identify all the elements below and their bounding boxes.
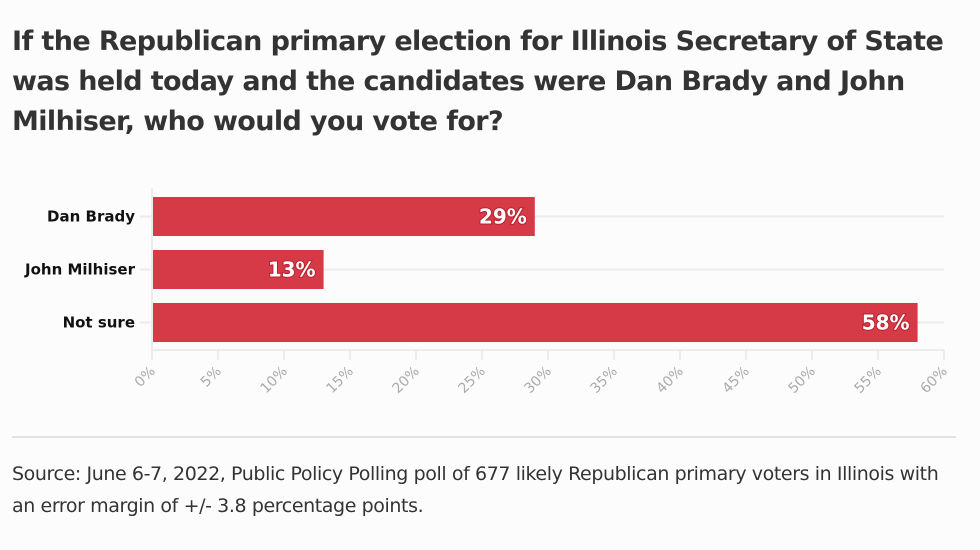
x-tick-label: 15%	[324, 364, 357, 397]
bar-dan-brady	[153, 197, 535, 236]
chart-title: If the Republican primary election for I…	[12, 26, 944, 137]
x-tick-label: 40%	[654, 364, 687, 397]
x-tick-label: 55%	[852, 364, 885, 397]
x-tick-label: 25%	[456, 364, 489, 397]
x-tick-label: 20%	[390, 364, 423, 397]
bar-chart: Dan Brady 29%John Milhiser 13%Not sure 58% …	[24, 188, 951, 397]
x-axis: 0% 5% 10% 15% 20% 25% 30% 35% 40% 45% 50% 55% 60%	[132, 349, 951, 397]
x-tick-label: 45%	[720, 364, 753, 397]
bars: Dan Brady 29% John Milhiser 13% Not sure 58%	[24, 197, 918, 342]
category-label: Not sure	[63, 314, 135, 332]
source-note: Source: June 6-7, 2022, Public Policy Po…	[12, 463, 939, 517]
x-tick-label: 35%	[588, 364, 621, 397]
category-label: Dan Brady	[47, 208, 135, 226]
category-label: John Milhiser	[24, 261, 136, 279]
x-tick-label: 60%	[918, 364, 951, 397]
x-tick-label: 0%	[132, 364, 159, 391]
x-tick-label: 30%	[522, 364, 555, 397]
footer-divider	[12, 436, 956, 438]
x-tick-label: 50%	[786, 364, 819, 397]
value-label: 58%	[862, 311, 910, 335]
value-label: 29%	[479, 205, 527, 229]
value-label: 13%	[268, 258, 316, 282]
bar-john-milhiser	[153, 250, 324, 289]
bar-not-sure	[153, 303, 918, 342]
x-tick-label: 10%	[258, 364, 291, 397]
x-tick-label: 5%	[198, 364, 225, 391]
